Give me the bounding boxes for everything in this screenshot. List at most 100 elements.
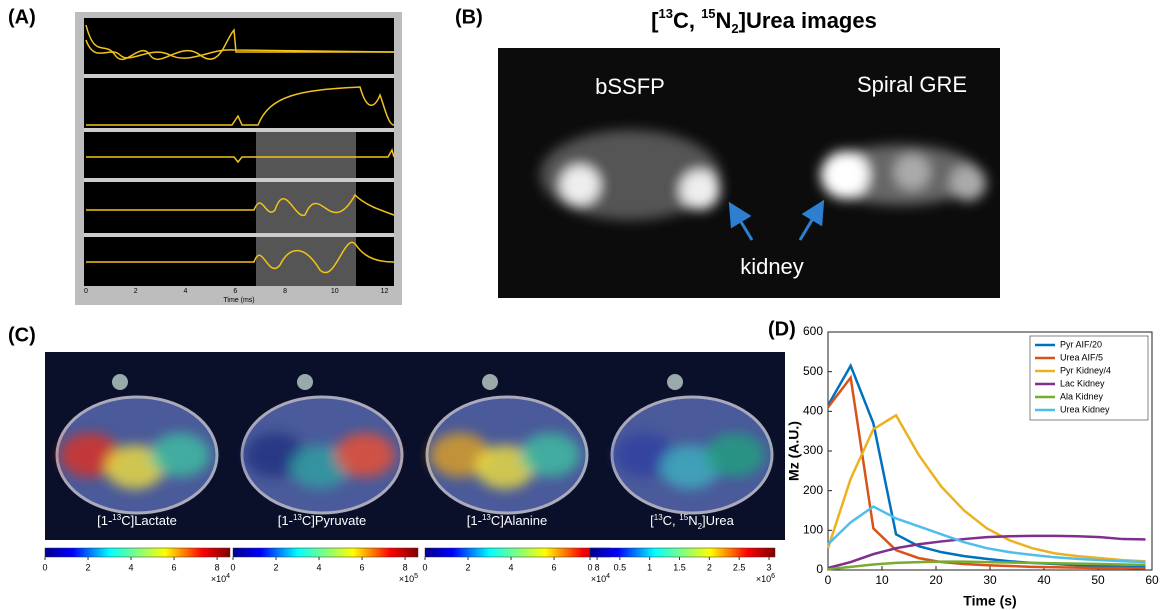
y-tick-label: 100 — [803, 523, 823, 537]
y-tick-label: 0 — [816, 562, 823, 576]
label-part: [1- — [278, 513, 293, 528]
title-part: 2 — [731, 21, 738, 36]
panel-title: [13C, 15N2]Urea images — [651, 6, 877, 36]
image-label: [1-13C]Pyruvate — [278, 513, 366, 529]
colorbar-tick-label: 8 — [403, 562, 408, 572]
y-tick-label: 300 — [803, 443, 823, 457]
image-label: Spiral GRE — [857, 72, 967, 97]
image-label: [13C, 15N2]Urea — [650, 513, 734, 531]
colorbar-tick-label: 0 — [230, 562, 235, 572]
panel-label: (C) — [8, 324, 36, 346]
x-tick-label: 40 — [1037, 573, 1051, 587]
legend-label: Pyr Kidney/4 — [1060, 365, 1111, 375]
signal — [430, 433, 580, 489]
x-tick-label: 30 — [983, 573, 997, 587]
mri-overlay — [415, 352, 600, 540]
label-part: C]Alanine — [491, 513, 547, 528]
blob — [430, 433, 490, 477]
x-tick-label: 4 — [184, 288, 188, 295]
colorbar-tick-label: 0 — [587, 562, 592, 572]
legend-label: Urea AIF/5 — [1060, 352, 1103, 362]
mri-overlay — [230, 352, 415, 540]
legend-label: Pyr AIF/20 — [1060, 339, 1102, 349]
label-part: 13 — [654, 513, 663, 522]
signal — [60, 433, 210, 489]
colorbar-tick-label: 0 — [422, 562, 427, 572]
colorbar-tick-label: 2.5 — [733, 562, 746, 572]
blob — [615, 433, 675, 477]
colorbar-tick-label: 8 — [215, 562, 220, 572]
x-tick-label: 12 — [381, 288, 389, 295]
colorbar-tick-label: 3 — [767, 562, 772, 572]
series-line — [827, 374, 1146, 570]
colorbar-tick-label: 4 — [509, 562, 514, 572]
urea-image — [498, 48, 1000, 298]
blob — [245, 433, 305, 477]
legend-label: Lac Kidney — [1060, 378, 1105, 388]
colorbar-tick-label: 6 — [172, 562, 177, 572]
series-line — [826, 413, 1146, 563]
series-line — [827, 505, 1146, 564]
panel-label: (B) — [455, 6, 483, 28]
title-part: C, — [673, 8, 701, 33]
mri-overlay — [45, 352, 230, 540]
blob — [705, 433, 765, 477]
signal — [615, 433, 765, 489]
panel-label: (D) — [768, 318, 796, 340]
colorbar-tick-label: 8 — [595, 562, 600, 572]
series-line — [826, 362, 1146, 569]
blob — [475, 445, 535, 489]
x-tick-label: 0 — [825, 573, 832, 587]
series-line — [827, 534, 1146, 570]
marker — [112, 374, 128, 390]
colorbar-multiplier: ×105 — [399, 573, 418, 584]
label-part: N — [688, 513, 697, 528]
legend-label: Ala Kidney — [1060, 391, 1104, 401]
colorbar-multiplier: ×104 — [591, 573, 610, 584]
multiplier-base: ×10 — [756, 574, 771, 584]
legend-label: Urea Kidney — [1060, 404, 1110, 414]
colorbar-multiplier: ×106 — [756, 573, 775, 584]
colorbar-tick-label: 2 — [274, 562, 279, 572]
y-axis-label: Mz (A.U.) — [786, 421, 802, 481]
colorbar-tick-label: 0.5 — [614, 562, 627, 572]
blob — [60, 433, 120, 477]
image-label: [1-13C]Alanine — [467, 513, 547, 529]
label-part: 13 — [293, 513, 302, 522]
sequence-diagram — [75, 12, 402, 305]
label-part: C]Pyruvate — [302, 513, 366, 528]
label-part: 13 — [482, 513, 491, 522]
blob — [520, 433, 580, 477]
multiplier-base: ×10 — [211, 574, 226, 584]
x-tick-label: 0 — [84, 288, 88, 295]
multiplier-exp: 5 — [414, 573, 418, 580]
colorbar — [232, 547, 419, 558]
y-tick-label: 600 — [803, 324, 823, 338]
label-part: 15 — [679, 513, 688, 522]
y-tick-label: 200 — [803, 483, 823, 497]
x-tick-label: 60 — [1145, 573, 1159, 587]
mri-overlay — [600, 352, 785, 540]
x-tick-label: 50 — [1091, 573, 1105, 587]
colorbar-tick-label: 6 — [552, 562, 557, 572]
colorbar-tick-label: 6 — [360, 562, 365, 572]
marker — [482, 374, 498, 390]
x-tick-label: 8 — [283, 288, 287, 295]
image-label: bSSFP — [595, 74, 665, 99]
multiplier-exp: 4 — [226, 573, 230, 580]
colorbar-tick-label: 1.5 — [673, 562, 686, 572]
y-tick-label: 400 — [803, 404, 823, 418]
signal — [245, 433, 395, 489]
x-axis-label: Time (ms) — [223, 297, 254, 304]
colorbar — [589, 547, 776, 558]
colorbar-tick-label: 2 — [707, 562, 712, 572]
multiplier-exp: 6 — [771, 573, 775, 580]
blob — [290, 445, 350, 489]
title-part: 15 — [701, 6, 715, 21]
title-part: 13 — [658, 6, 672, 21]
colorbar-tick-label: 2 — [466, 562, 471, 572]
colorbar-tick-label: 0 — [42, 562, 47, 572]
label-part: ]Urea — [702, 513, 735, 528]
x-tick-label: 2 — [134, 288, 138, 295]
label-part: [1- — [97, 513, 112, 528]
